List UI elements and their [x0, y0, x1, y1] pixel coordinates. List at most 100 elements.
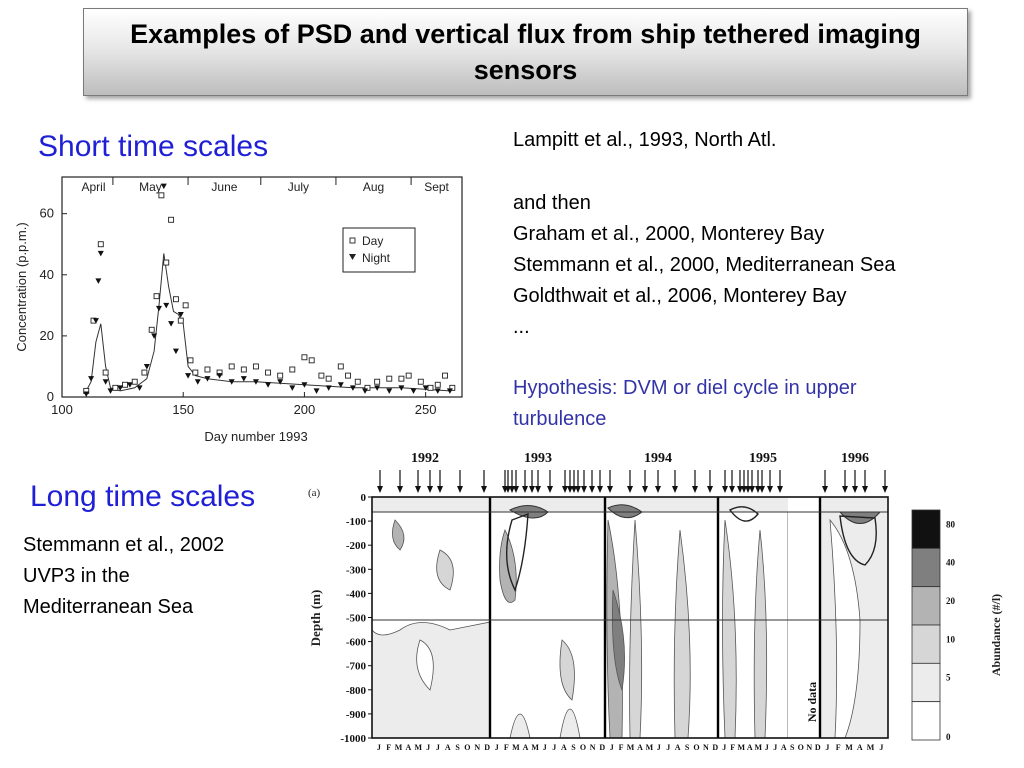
sampling-arrow-head [481, 486, 487, 493]
night-point [177, 312, 184, 318]
sampling-arrow-head [642, 486, 648, 493]
day-point [289, 366, 296, 373]
sampling-arrow-head [535, 486, 541, 493]
sampling-arrow-head [672, 486, 678, 493]
sampling-arrow-head [589, 486, 595, 493]
sampling-arrow-head [749, 486, 755, 493]
colorbar-swatch [911, 624, 941, 664]
depth-tick-label: -400 [346, 588, 367, 600]
sampling-arrow-head [755, 486, 761, 493]
night-point [88, 376, 95, 382]
night-point [163, 302, 170, 309]
day-point [252, 363, 259, 370]
depth-tick-label: -100 [346, 516, 367, 528]
month-tick-letter: F [504, 743, 509, 752]
night-point [143, 363, 150, 370]
night-point [313, 388, 320, 394]
night-point [102, 379, 109, 385]
month-tick-letter: M [395, 743, 403, 752]
day-point [153, 293, 160, 300]
x-tick-label: 100 [51, 402, 73, 417]
night-point [240, 376, 247, 382]
sampling-arrow-head [745, 486, 751, 493]
night-point [228, 379, 235, 385]
sampling-arrow-head [415, 486, 421, 493]
colorbar-swatch [911, 701, 941, 741]
month-tick-letter: M [845, 743, 853, 752]
month-tick-letter: O [580, 743, 586, 752]
month-tick-letter: M [512, 743, 520, 752]
colorbar-level-label: 80 [946, 519, 956, 529]
month-tick-letter: S [790, 743, 795, 752]
depth-tick-label: -600 [346, 637, 367, 649]
sampling-arrow-head [377, 486, 383, 493]
day-point [345, 372, 352, 379]
month-tick-letter: J [773, 743, 777, 752]
colorbar-level-label: 20 [946, 596, 956, 606]
sampling-arrow-head [692, 486, 698, 493]
colorbar-label: Abundance (#/l) [989, 594, 1003, 676]
month-tick-letter: M [867, 743, 875, 752]
month-tick-letter: M [627, 743, 635, 752]
depth-tick-label: -800 [346, 685, 367, 697]
night-point [155, 305, 162, 312]
depth-tick-label: -500 [346, 613, 367, 625]
month-tick-letter: A [637, 743, 643, 752]
night-point [107, 388, 114, 394]
sampling-arrow-head [852, 486, 858, 493]
day-point [337, 363, 344, 370]
depth-axis-label: Depth (m) [308, 590, 323, 647]
day-point [386, 375, 393, 382]
night-point [386, 388, 393, 394]
day-point [102, 369, 109, 376]
depth-tick-label: -900 [346, 709, 367, 721]
night-point [204, 376, 211, 382]
month-label: July [288, 180, 309, 194]
year-label: 1994 [644, 451, 672, 466]
day-point [168, 216, 175, 223]
long-time-scales-heading: Long time scales [30, 480, 256, 513]
month-tick-letter: M [646, 743, 654, 752]
no-data-region [788, 497, 820, 738]
sampling-arrow-head [842, 486, 848, 493]
sampling-arrow-head [529, 486, 535, 493]
day-point [240, 366, 247, 373]
sampling-arrow-head [655, 486, 661, 493]
day-point [192, 369, 199, 376]
month-tick-letter: O [464, 743, 470, 752]
month-tick-letter: S [571, 743, 576, 752]
night-point [117, 385, 124, 391]
y-tick-label: 40 [40, 267, 54, 282]
colorbar-swatch [911, 662, 941, 703]
day-point [112, 384, 119, 391]
ref-and-then: and then [513, 192, 591, 214]
sampling-arrow-head [397, 486, 403, 493]
day-point [354, 378, 361, 385]
year-label: 1993 [524, 451, 552, 466]
day-point [434, 381, 441, 388]
month-tick-letter: O [693, 743, 699, 752]
night-point [446, 388, 453, 394]
day-point [417, 378, 424, 385]
sampling-arrow-head [581, 486, 587, 493]
no-data-label: No data [805, 682, 819, 722]
night-point [410, 388, 417, 394]
month-tick-letter: N [703, 743, 709, 752]
legend-night-label: Night [362, 251, 391, 265]
day-point [204, 366, 211, 373]
month-label: Sept [424, 180, 449, 194]
night-point [83, 391, 90, 397]
month-tick-letter: J [426, 743, 430, 752]
month-tick-letter: J [377, 743, 381, 752]
sampling-arrow-head [509, 486, 515, 493]
day-point [131, 378, 138, 385]
month-tick-letter: F [730, 743, 735, 752]
month-tick-letter: A [445, 743, 451, 752]
month-tick-letter: A [523, 743, 529, 752]
month-tick-letter: J [657, 743, 661, 752]
night-point [265, 382, 272, 388]
day-point [158, 192, 165, 199]
concentration-scatter-chart: April May June July Aug Sept 100 150 200 250 0 20 4… [14, 176, 463, 444]
long-ref-line-2: UVP3 in the [23, 565, 130, 587]
month-label: June [211, 180, 237, 194]
